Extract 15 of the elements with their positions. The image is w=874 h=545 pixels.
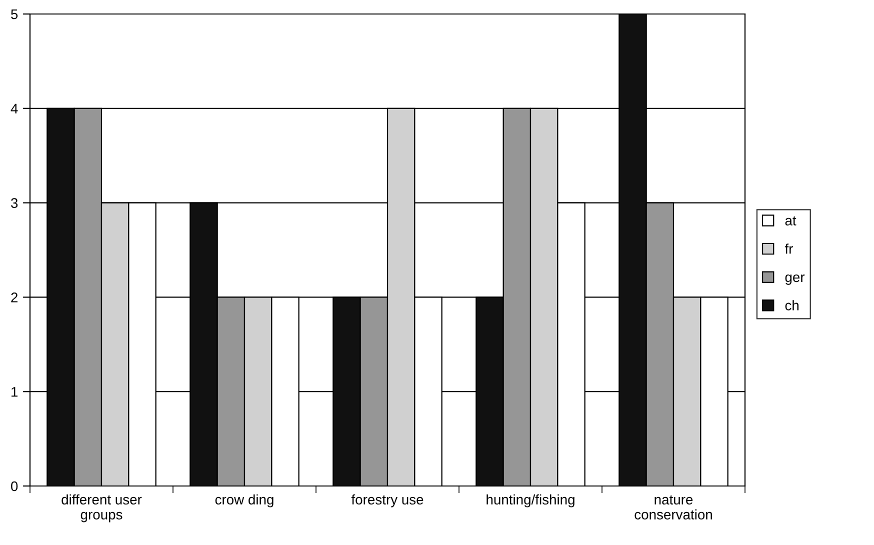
legend-label: ger — [785, 274, 805, 285]
y-tick-label: 3 — [11, 198, 18, 208]
x-tick-label: nature conservation — [634, 495, 712, 520]
x-tick-label: crow ding — [215, 494, 274, 508]
y-tick-label: 5 — [11, 9, 18, 20]
y-tick-label: 2 — [11, 292, 18, 302]
legend-label: ch — [785, 300, 798, 310]
x-tick-label: forestry use — [351, 494, 424, 508]
legend-label: at — [785, 216, 796, 226]
y-tick-label: 0 — [11, 481, 18, 492]
y-tick-label: 4 — [10, 104, 18, 114]
legend-label: fr — [784, 244, 793, 254]
x-tick-label: different user groups — [62, 494, 142, 522]
x-tick-label: hunting/fishing — [486, 494, 574, 508]
y-tick-label: 1 — [12, 387, 18, 397]
